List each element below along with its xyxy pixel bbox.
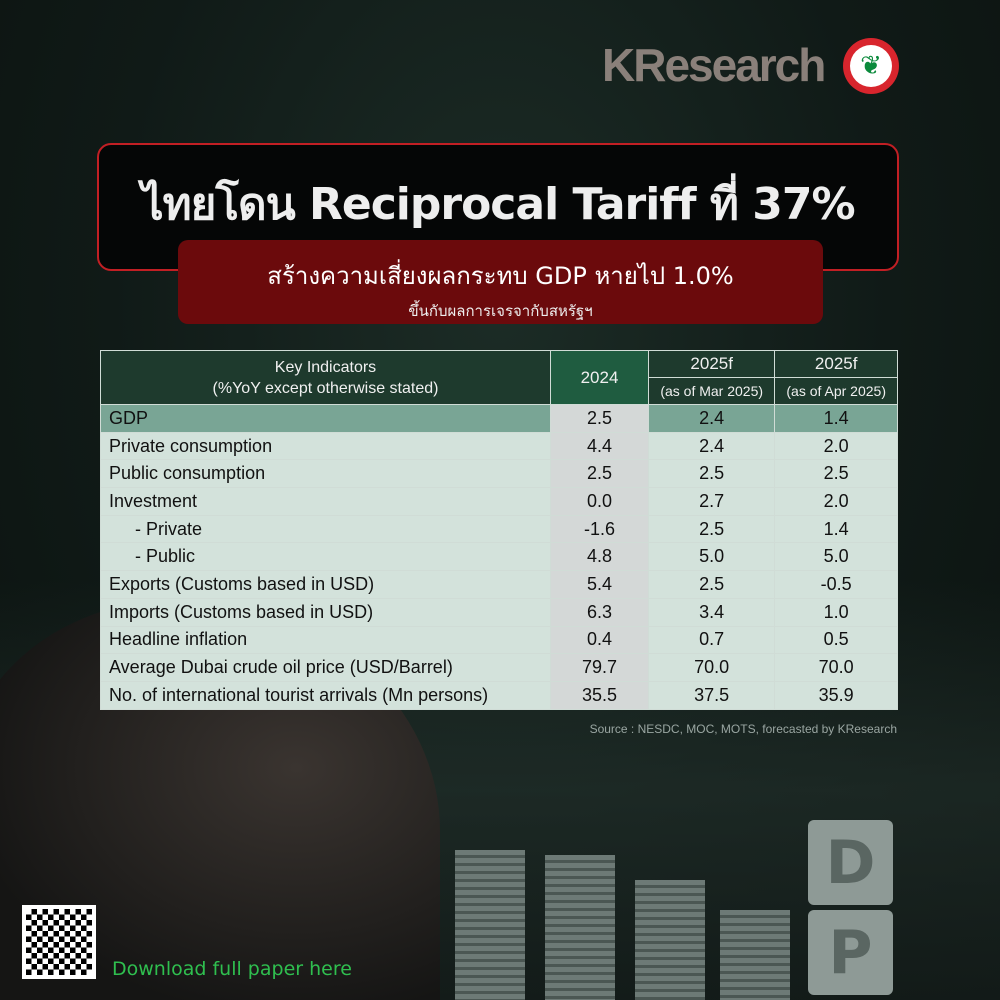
table-row: No. of international tourist arrivals (M… [100, 680, 898, 710]
value-2024: 0.4 [550, 625, 649, 655]
value-2024: 4.8 [550, 542, 649, 572]
subtitle-box: สร้างความเสี่ยงผลกระทบ GDP หายไป 1.0% ขึ… [178, 240, 823, 324]
value-2025f-apr: 0.5 [774, 625, 898, 655]
value-2025f-mar: 70.0 [647, 653, 776, 682]
source-note: Source : NESDC, MOC, MOTS, forecasted by… [589, 722, 897, 736]
subtitle-note: ขึ้นกับผลการเจรจากับสหรัฐฯ [408, 302, 593, 320]
table-row: Imports (Customs based in USD) 6.3 3.4 1… [100, 597, 898, 627]
row-label: Average Dubai crude oil price (USD/Barre… [100, 653, 551, 682]
header-key-indicators: Key Indicators (%YoY except otherwise sta… [100, 350, 551, 405]
subtitle: สร้างความเสี่ยงผลกระทบ GDP หายไป 1.0% [267, 262, 734, 290]
value-2025f-apr: 5.0 [774, 542, 898, 572]
row-label: GDP [100, 404, 551, 433]
value-2024: 4.4 [550, 431, 649, 461]
coin-stack-image [635, 880, 705, 1000]
header-2025f-mar: 2025f [647, 350, 776, 378]
header-2025f-apr: 2025f [774, 350, 898, 378]
value-2025f-apr: 2.5 [774, 459, 898, 489]
header-2024: 2024 [550, 350, 649, 405]
row-label: Private consumption [100, 431, 551, 461]
value-2024: 5.4 [550, 570, 649, 599]
key-indicators-table: Key Indicators (%YoY except otherwise sta… [100, 350, 898, 710]
table-row: - Private -1.6 2.5 1.4 [100, 514, 898, 544]
qr-code[interactable] [22, 905, 96, 979]
header-as-of-mar: (as of Mar 2025) [647, 377, 776, 405]
row-label: - Public [100, 542, 551, 572]
table-row: Investment 0.0 2.7 2.0 [100, 487, 898, 516]
table-row: Exports (Customs based in USD) 5.4 2.5 -… [100, 570, 898, 599]
value-2025f-mar: 37.5 [647, 680, 776, 710]
table-row: - Public 4.8 5.0 5.0 [100, 542, 898, 572]
value-2025f-mar: 2.5 [647, 570, 776, 599]
table-row: GDP 2.5 2.4 1.4 [100, 404, 898, 433]
table-row: Headline inflation 0.4 0.7 0.5 [100, 625, 898, 655]
coin-stack-image [545, 855, 615, 1000]
header-as-of-apr: (as of Apr 2025) [774, 377, 898, 405]
page-title: ไทยโดน Reciprocal Tariff ที่ 37% [141, 179, 855, 230]
value-2024: 35.5 [550, 680, 649, 710]
value-2025f-apr: 1.0 [774, 597, 898, 627]
value-2024: 0.0 [550, 487, 649, 516]
value-2025f-mar: 2.4 [647, 404, 776, 433]
value-2024: 79.7 [550, 653, 649, 682]
row-label: - Private [100, 514, 551, 544]
value-2025f-apr: 1.4 [774, 404, 898, 433]
value-2025f-mar: 2.5 [647, 514, 776, 544]
value-2025f-apr: 1.4 [774, 514, 898, 544]
value-2025f-mar: 2.4 [647, 431, 776, 461]
row-label: Exports (Customs based in USD) [100, 570, 551, 599]
coin-stack-image [720, 910, 790, 1000]
kresearch-logo: KResearch [602, 39, 826, 91]
value-2025f-mar: 5.0 [647, 542, 776, 572]
row-label: Headline inflation [100, 625, 551, 655]
value-2025f-mar: 3.4 [647, 597, 776, 627]
value-2025f-apr: 35.9 [774, 680, 898, 710]
gdp-cube-d-image: D [808, 820, 893, 905]
gdp-cube-p-image: P [808, 910, 893, 995]
value-2025f-apr: 2.0 [774, 487, 898, 516]
value-2024: 6.3 [550, 597, 649, 627]
download-link[interactable]: Download full paper here [112, 958, 352, 980]
value-2024: 2.5 [550, 404, 649, 433]
value-2025f-mar: 2.5 [647, 459, 776, 489]
row-label: Public consumption [100, 459, 551, 489]
table-row: Public consumption 2.5 2.5 2.5 [100, 459, 898, 489]
row-label: Imports (Customs based in USD) [100, 597, 551, 627]
table-row: Private consumption 4.4 2.4 2.0 [100, 431, 898, 461]
row-label: Investment [100, 487, 551, 516]
value-2025f-apr: 2.0 [774, 431, 898, 461]
table-row: Average Dubai crude oil price (USD/Barre… [100, 653, 898, 682]
kbank-leaf-icon: ❦ [843, 38, 899, 94]
value-2024: -1.6 [550, 514, 649, 544]
value-2025f-apr: -0.5 [774, 570, 898, 599]
value-2025f-mar: 0.7 [647, 625, 776, 655]
row-label: No. of international tourist arrivals (M… [100, 680, 551, 710]
value-2025f-mar: 2.7 [647, 487, 776, 516]
value-2024: 2.5 [550, 459, 649, 489]
coin-stack-image [455, 850, 525, 1000]
value-2025f-apr: 70.0 [774, 653, 898, 682]
